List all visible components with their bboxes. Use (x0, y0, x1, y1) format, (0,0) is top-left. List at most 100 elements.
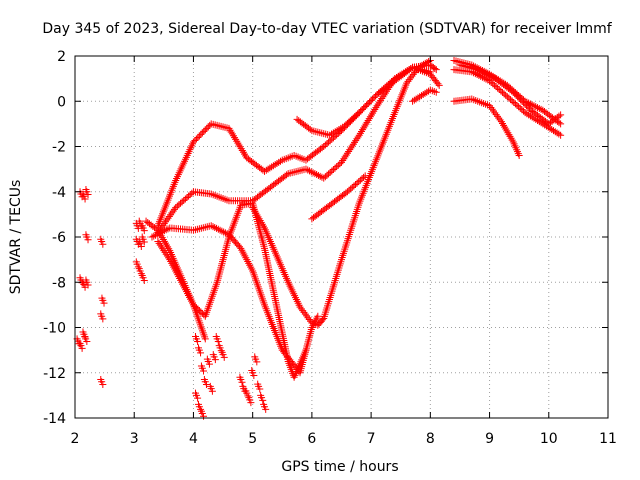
track-1-point (261, 167, 269, 175)
track-11-point (503, 93, 511, 101)
track-2-point (378, 95, 386, 103)
track-4-point (154, 238, 162, 246)
fragments-3h-point (135, 265, 143, 273)
track-12-point (488, 73, 496, 81)
track-11-point (473, 71, 481, 79)
track-2-point (163, 216, 171, 224)
track-13-point (488, 105, 496, 113)
track-7-point (351, 181, 359, 189)
track-12-point (520, 99, 528, 107)
track-11-point (478, 73, 486, 81)
track-10-point (532, 103, 540, 111)
track-7-point (356, 176, 364, 184)
track-11-point (550, 127, 558, 135)
track-12-point (517, 96, 525, 104)
track-11-point (508, 97, 516, 105)
fragments-2h-point (84, 281, 92, 289)
track-2-point (175, 201, 183, 209)
track-1-point (277, 157, 285, 165)
track-4-point (165, 254, 173, 262)
track-1-point (325, 138, 333, 146)
y-tick-label: 0 (57, 94, 66, 110)
track-9-point (421, 89, 429, 97)
track-3-point (152, 231, 160, 239)
fragments-5h-point (248, 366, 256, 374)
track-2-point (313, 171, 321, 179)
fragments-3h-point (138, 271, 146, 279)
track-2-point (374, 100, 382, 108)
track-8-point (364, 100, 372, 108)
track-3-point (214, 225, 222, 233)
track-10-point (528, 101, 536, 109)
x-tick-label: 10 (540, 431, 558, 447)
track-1-point (195, 132, 203, 140)
track-11-point (489, 80, 497, 88)
track-11-point (498, 88, 506, 96)
track-11-point (526, 112, 534, 120)
fragments-4h-point (218, 348, 226, 356)
track-2-point (334, 161, 342, 169)
track-11-point (553, 129, 561, 137)
track-10-point (530, 102, 538, 110)
track-13-point (486, 102, 494, 110)
track-2-point (373, 102, 381, 110)
y-tick-label: -14 (43, 411, 66, 427)
track-7-point (361, 172, 369, 180)
track-8-point (355, 109, 363, 117)
track-12-point (555, 112, 563, 120)
track-7-point (360, 173, 368, 181)
fragments-2h-point (97, 376, 105, 384)
track-10-point (534, 104, 542, 112)
track-9-point (414, 94, 422, 102)
track-8-point (432, 66, 440, 74)
track-3-point (218, 227, 226, 235)
fragments-4h-point (200, 367, 208, 375)
track-6-point (407, 74, 415, 82)
track-8-point (366, 98, 374, 106)
track-1-point (200, 127, 208, 135)
track-8-point (357, 107, 365, 115)
track-1-point (192, 135, 200, 143)
track-4-point (157, 243, 165, 251)
track-1-point (334, 130, 342, 138)
track-2-point (329, 166, 337, 174)
track-3-point (216, 226, 224, 234)
track-1-point (266, 164, 274, 172)
track-2-point (434, 80, 442, 88)
track-2-point (159, 221, 167, 229)
track-10-point (535, 104, 543, 112)
track-6-point (405, 76, 413, 84)
track-2-point (164, 214, 172, 222)
track-6-point (408, 72, 416, 80)
fragments-2h-point (84, 190, 92, 198)
track-9-point (432, 88, 440, 96)
track-4-point (160, 247, 168, 255)
track-11-point (495, 86, 503, 94)
fragments-4h-point (197, 362, 205, 370)
track-2-point (307, 168, 315, 176)
track-2-point (302, 165, 310, 173)
track-11-point (544, 123, 552, 131)
track-2-point (331, 164, 339, 172)
fragments-4h-point (212, 333, 220, 341)
track-3-point (207, 222, 215, 230)
fragments-2h-point (76, 274, 84, 282)
fragments-5h-point (239, 382, 247, 390)
y-tick-label: -10 (43, 321, 66, 337)
track-8-point (358, 106, 366, 114)
track-13-point (495, 114, 503, 122)
fragments-4h-point (215, 342, 223, 350)
fragments-2h-point (76, 339, 84, 347)
fragments-4h-point (194, 394, 202, 402)
track-8-point (361, 103, 369, 111)
fragments-5h-point (253, 358, 261, 366)
y-tick-label: -2 (52, 140, 66, 156)
track-1-point (204, 123, 212, 131)
track-1-point (326, 137, 334, 145)
track-2-point (380, 91, 388, 99)
track-2-point (328, 167, 336, 175)
track-2-point (158, 223, 166, 231)
track-11-point (515, 103, 523, 111)
track-5-point (201, 335, 209, 343)
fragments-2h-point (79, 328, 87, 336)
